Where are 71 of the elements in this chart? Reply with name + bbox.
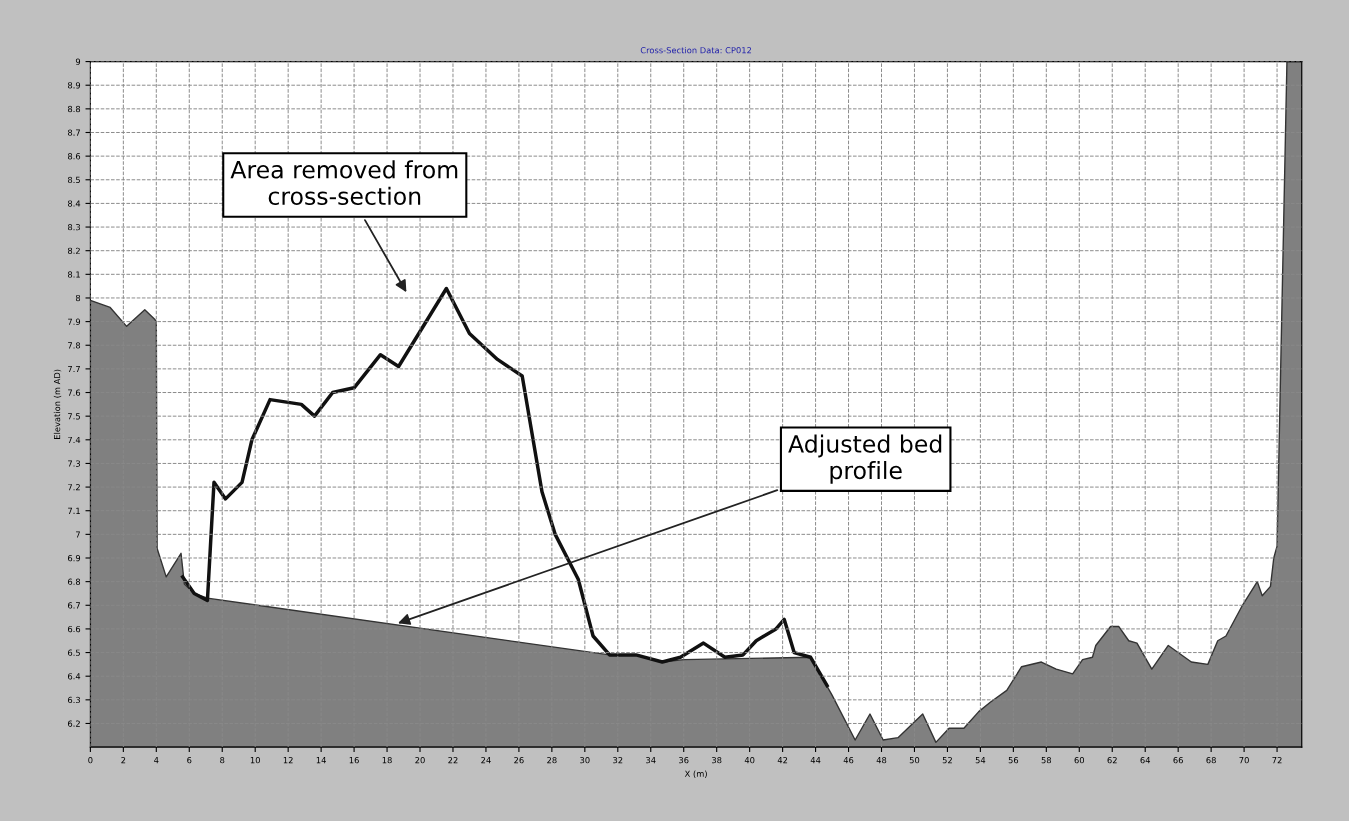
x-tick-label: 38: [712, 756, 722, 764]
x-tick-label: 0: [88, 756, 93, 764]
y-tick-label: 7.4: [68, 436, 81, 443]
x-tick-label: 42: [777, 756, 788, 764]
annotation: Adjusted bed profile: [788, 434, 942, 484]
x-tick-label: 24: [481, 756, 491, 764]
y-tick-label: 7.9: [68, 318, 81, 325]
y-tick-label: 9: [75, 58, 81, 65]
x-tick-label: 54: [975, 757, 986, 764]
y-tick-label: 6.7: [67, 602, 80, 609]
y-tick-label: 7.2: [68, 484, 80, 491]
x-tick-label: 34: [646, 756, 656, 764]
y-tick-label: 7.7: [68, 365, 80, 373]
chart-title: Cross-Section Data: CP012: [640, 46, 752, 54]
x-tick-label: 30: [580, 756, 590, 764]
y-tick-label: 8.2: [67, 247, 80, 254]
y-tick-label: 6.4: [67, 673, 81, 680]
y-tick-label: 7.5: [68, 413, 80, 420]
y-tick-label: 8.4: [67, 200, 81, 207]
x-tick-label: 70: [1239, 756, 1249, 764]
x-tick-label: 48: [876, 756, 887, 764]
y-tick-label: 8.1: [67, 271, 80, 278]
y-tick-label: 8.8: [67, 105, 81, 113]
y-tick-label: 6.8: [67, 578, 81, 585]
x-tick-label: 10: [250, 756, 260, 764]
x-tick-label: 18: [382, 756, 392, 764]
x-tick-label: 44: [810, 757, 821, 764]
x-tick-label: 8: [220, 756, 225, 764]
y-tick-label: 8.7: [67, 129, 80, 136]
x-tick-label: 52: [942, 756, 952, 764]
x-tick-label: 62: [1107, 756, 1117, 764]
y-tick-label: 7: [76, 531, 80, 538]
x-tick-label: 28: [547, 756, 557, 764]
x-tick-label: 46: [843, 756, 854, 764]
y-tick-label: 7.3: [68, 460, 80, 467]
x-tick-label: 6: [187, 756, 192, 764]
y-tick-label: 6.2: [67, 720, 80, 727]
y-tick-label: 6.9: [67, 554, 81, 562]
y-tick-label: 6.5: [67, 649, 80, 656]
y-tick-label: 8.6: [67, 153, 81, 160]
x-tick-label: 60: [1074, 756, 1085, 764]
x-tick-label: 12: [283, 756, 293, 764]
y-tick-label: 8.3: [67, 224, 80, 231]
x-tick-label: 58: [1041, 756, 1052, 764]
x-tick-label: 66: [1173, 756, 1183, 764]
x-tick-label: 20: [415, 756, 425, 764]
x-tick-label: 40: [744, 756, 755, 764]
y-tick-label: 7.6: [68, 389, 81, 396]
y-tick-label: 6.3: [67, 696, 80, 704]
x-tick-label: 2: [121, 756, 126, 764]
x-tick-label: 14: [316, 757, 326, 764]
x-tick-label: 16: [349, 756, 359, 764]
y-tick-label: 8.5: [67, 176, 80, 184]
y-tick-label: 7.8: [68, 342, 81, 349]
x-tick-label: 50: [909, 756, 920, 764]
y-tick-label: 8: [75, 294, 81, 302]
x-tick-label: 26: [514, 756, 524, 764]
x-tick-label: 4: [154, 757, 159, 764]
y-tick-label: 8.9: [67, 82, 81, 89]
x-tick-label: 64: [1140, 756, 1151, 764]
x-tick-label: 36: [679, 756, 689, 764]
x-tick-label: 32: [613, 756, 623, 764]
y-tick-label: 6.6: [67, 625, 81, 633]
x-tick-label: 22: [448, 756, 458, 764]
annotation: Area removed from cross-section: [230, 160, 458, 206]
x-tick-label: 56: [1008, 756, 1019, 764]
x-axis-title: X (m): [684, 770, 707, 778]
x-tick-label: 68: [1206, 756, 1216, 764]
y-tick-label: 7.1: [68, 507, 80, 514]
y-axis-title: Elevation (m AD): [53, 369, 62, 439]
x-tick-label: 72: [1272, 756, 1282, 764]
